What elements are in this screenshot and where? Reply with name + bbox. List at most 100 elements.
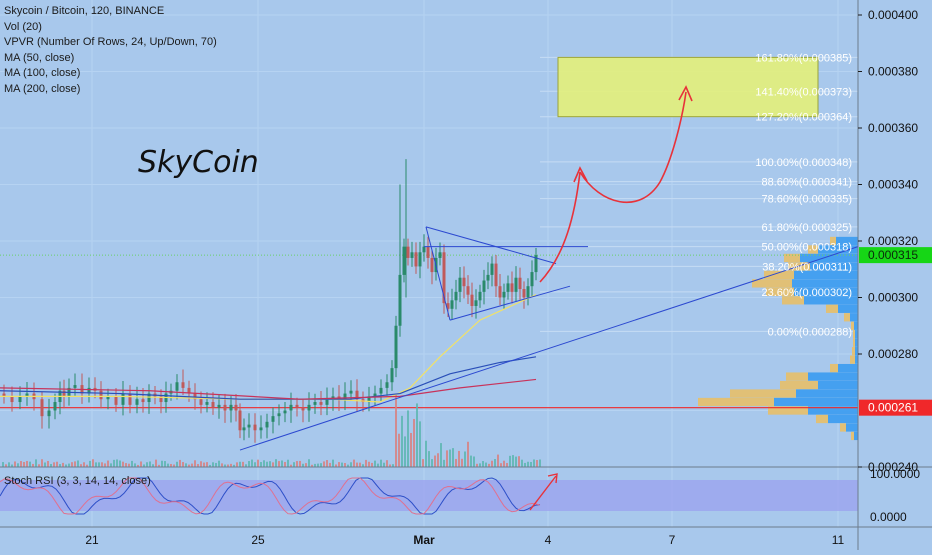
volume-bar bbox=[293, 462, 295, 467]
volume-bar bbox=[299, 460, 301, 467]
volume-bar bbox=[92, 459, 94, 467]
volume-bar bbox=[5, 464, 7, 467]
volume-bar bbox=[395, 395, 397, 467]
indicator-ma100[interactable]: MA (100, close) bbox=[4, 67, 81, 79]
volume-bar bbox=[485, 462, 487, 467]
volume-bar bbox=[458, 450, 460, 467]
vpvr-down-bar-1 bbox=[818, 245, 858, 254]
candle-body bbox=[522, 289, 526, 298]
volume-bar bbox=[524, 462, 526, 467]
candle-body bbox=[438, 252, 442, 258]
volume-bar bbox=[419, 421, 421, 467]
vpvr-down-bar-7 bbox=[804, 296, 858, 305]
volume-bar bbox=[281, 460, 283, 467]
volume-bar bbox=[251, 459, 253, 467]
candle-body bbox=[295, 404, 299, 408]
vpvr-down-bar-2 bbox=[800, 253, 858, 263]
price-tick-label-4: 0.000320 bbox=[868, 234, 918, 248]
candle-body bbox=[379, 387, 383, 394]
volume-bar bbox=[512, 455, 514, 467]
vpvr-down-bar-14 bbox=[855, 355, 858, 364]
volume-bar bbox=[137, 464, 139, 467]
volume-bar bbox=[182, 462, 184, 467]
candle-body bbox=[25, 393, 29, 397]
volume-bar bbox=[17, 463, 19, 467]
volume-bar bbox=[203, 462, 205, 467]
candle-body bbox=[121, 393, 125, 405]
volume-bar bbox=[371, 462, 373, 467]
volume-bar bbox=[209, 464, 211, 467]
vpvr-up-bar-8 bbox=[826, 304, 838, 313]
vpvr-up-bar-23 bbox=[851, 431, 854, 441]
volume-bar bbox=[326, 460, 328, 467]
price-tick-label-2: 0.000360 bbox=[868, 121, 918, 135]
volume-bar bbox=[41, 459, 43, 467]
chart-title[interactable]: Skycoin / Bitcoin, 120, BINANCE bbox=[4, 5, 165, 17]
candle-body bbox=[450, 300, 454, 309]
volume-bar bbox=[179, 459, 181, 467]
candle-body bbox=[175, 382, 179, 391]
chart-legend: Skycoin / Bitcoin, 120, BINANCE Vol (20)… bbox=[4, 4, 217, 97]
volume-bar bbox=[197, 464, 199, 467]
volume-bar bbox=[65, 464, 67, 467]
volume-bar bbox=[335, 464, 337, 467]
volume-bar bbox=[338, 462, 340, 467]
indicator-vpvr[interactable]: VPVR (Number Of Rows, 24, Up/Down, 70) bbox=[4, 36, 217, 48]
volume-bar bbox=[188, 464, 190, 467]
volume-bar bbox=[206, 462, 208, 467]
candle-body bbox=[502, 291, 506, 298]
volume-bar bbox=[56, 461, 58, 467]
volume-bar bbox=[89, 460, 91, 467]
volume-bar bbox=[146, 462, 148, 467]
vpvr-up-bar-10 bbox=[851, 321, 854, 330]
stoch-rsi-label[interactable]: Stoch RSI (3, 3, 14, 14, close) bbox=[4, 475, 151, 487]
candle-body bbox=[325, 399, 329, 405]
volume-bar bbox=[74, 461, 76, 467]
volume-bar bbox=[467, 441, 469, 467]
candle-body bbox=[498, 286, 502, 298]
volume-bar bbox=[185, 463, 187, 467]
volume-bar bbox=[170, 463, 172, 467]
vpvr-down-bar-15 bbox=[838, 363, 858, 373]
candle-body bbox=[114, 396, 118, 405]
volume-bar bbox=[80, 464, 82, 467]
volume-bar bbox=[287, 459, 289, 467]
candle-body bbox=[205, 402, 209, 405]
volume-bar bbox=[275, 459, 277, 467]
fib-label-4: 88.60%(0.000341) bbox=[761, 177, 852, 189]
candle-body bbox=[10, 396, 14, 403]
candle-body bbox=[373, 393, 377, 397]
price-tag-label-0: 0.000315 bbox=[868, 248, 918, 262]
candle-body bbox=[53, 402, 57, 411]
stoch-tick-0: 0.0000 bbox=[870, 510, 907, 524]
volume-bar bbox=[122, 461, 124, 467]
volume-bar bbox=[389, 464, 391, 467]
volume-bar bbox=[86, 464, 88, 467]
ma-200-line bbox=[0, 378, 537, 400]
vpvr-down-bar-22 bbox=[846, 423, 858, 432]
vpvr-down-bar-19 bbox=[774, 397, 858, 407]
vpvr-up-bar-0 bbox=[830, 236, 836, 246]
price-tick-label-5: 0.000300 bbox=[868, 291, 918, 305]
volume-bar bbox=[221, 463, 223, 467]
volume-bar bbox=[365, 459, 367, 467]
indicator-volume[interactable]: Vol (20) bbox=[4, 20, 42, 33]
volume-bar bbox=[452, 448, 454, 467]
indicator-ma200[interactable]: MA (200, close) bbox=[4, 82, 81, 95]
volume-bar bbox=[536, 460, 538, 467]
fib-label-10: 0.00%(0.000288) bbox=[768, 326, 852, 338]
indicator-ma50[interactable]: MA (50, close) bbox=[4, 51, 75, 64]
volume-bar bbox=[44, 462, 46, 467]
fib-label-2: 127.20%(0.000364) bbox=[755, 112, 852, 124]
volume-bar bbox=[479, 463, 481, 467]
volume-bar bbox=[317, 463, 319, 467]
candle-body bbox=[385, 382, 389, 388]
stoch-arrow-head bbox=[547, 473, 558, 484]
volume-bar bbox=[446, 450, 448, 467]
candle-body bbox=[486, 274, 490, 281]
volume-bar bbox=[284, 461, 286, 467]
volume-bar bbox=[470, 455, 472, 467]
vpvr-up-bar-5 bbox=[752, 279, 792, 288]
volume-bar bbox=[359, 462, 361, 467]
